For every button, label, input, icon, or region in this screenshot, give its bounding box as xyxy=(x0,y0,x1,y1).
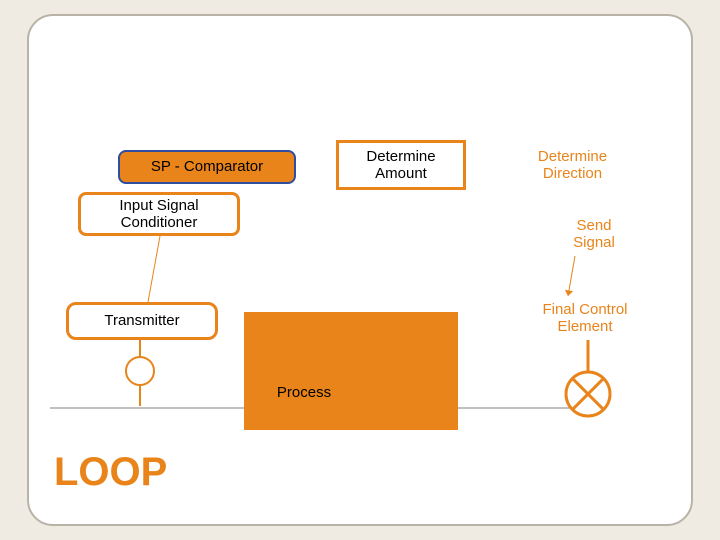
node-det-amount: Determine Amount xyxy=(336,140,466,190)
node-process-block xyxy=(244,312,458,430)
node-send-signal: Send Signal xyxy=(548,212,640,256)
diagram-title: LOOP xyxy=(54,450,167,495)
node-input-cond: Input Signal Conditioner xyxy=(78,192,240,236)
node-process-label: Process xyxy=(264,382,344,404)
node-transmitter: Transmitter xyxy=(66,302,218,340)
node-sp-comparator: SP - Comparator xyxy=(118,150,296,184)
node-final-control: Final Control Element xyxy=(510,296,660,340)
node-det-direction: Determine Direction xyxy=(505,140,640,190)
